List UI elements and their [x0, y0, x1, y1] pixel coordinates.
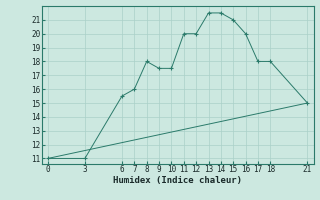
X-axis label: Humidex (Indice chaleur): Humidex (Indice chaleur) — [113, 176, 242, 185]
